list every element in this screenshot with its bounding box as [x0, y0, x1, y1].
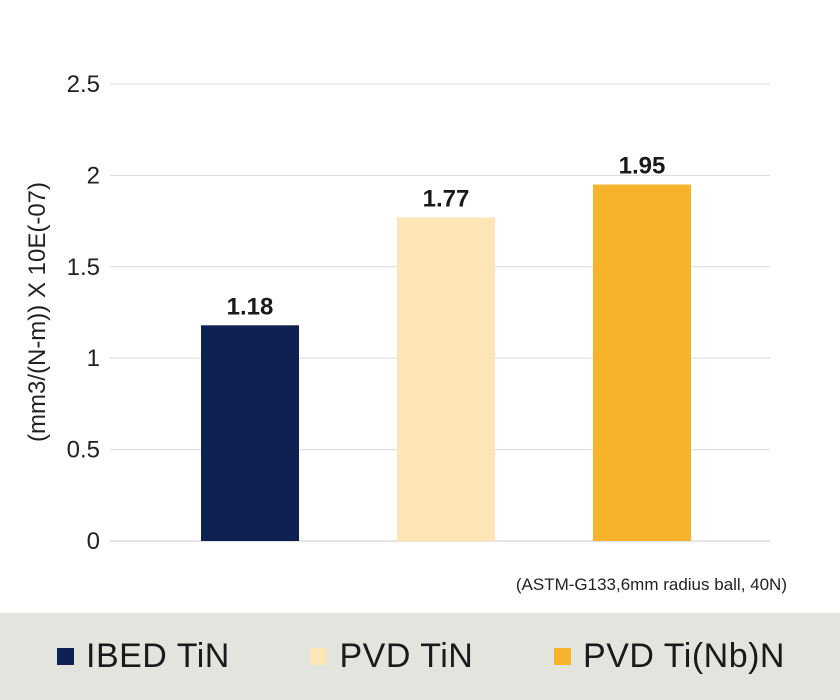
y-tick-labels: 0 0.5 1 1.5 2 2.5 — [67, 71, 100, 555]
bar — [397, 217, 495, 541]
y-tick-label: 0.5 — [67, 437, 100, 464]
legend-swatch — [310, 648, 328, 665]
legend: IBED TiN PVD TiN PVD Ti(Nb)N — [0, 613, 840, 700]
bar-value-label: 1.18 — [227, 293, 274, 320]
y-tick-label: 1 — [87, 345, 100, 372]
legend-item-pvd-tinbn: PVD Ti(Nb)N — [554, 637, 785, 676]
legend-label: IBED TiN — [86, 637, 230, 675]
legend-swatch — [554, 648, 572, 665]
y-tick-label: 2.5 — [67, 71, 100, 98]
legend-label: PVD Ti(Nb)N — [583, 637, 785, 675]
test-conditions-note: (ASTM-G133,6mm radius ball, 40N) — [516, 575, 787, 594]
bars — [201, 184, 691, 542]
legend-label: PVD TiN — [339, 637, 474, 675]
data-labels: 1.18 1.77 1.95 — [227, 153, 666, 321]
y-tick-label: 2 — [87, 162, 100, 189]
bar-value-label: 1.77 — [423, 185, 470, 212]
y-tick-label: 0 — [87, 528, 100, 555]
bar-value-label: 1.95 — [619, 153, 666, 180]
legend-swatch — [57, 648, 74, 665]
chart-area: 0 0.5 1 1.5 2 2.5 1.18 1.77 1.95 (mm3/(N-m)) X … — [24, 71, 787, 594]
y-axis-title: (mm3/(N-m)) X 10E(-07) — [24, 182, 51, 442]
bar — [593, 184, 691, 542]
bar — [201, 325, 299, 541]
y-tick-label: 1.5 — [67, 254, 100, 281]
legend-item-pvd-tin: PVD TiN — [310, 637, 473, 676]
legend-item-ibed-tin: IBED TiN — [57, 637, 230, 676]
